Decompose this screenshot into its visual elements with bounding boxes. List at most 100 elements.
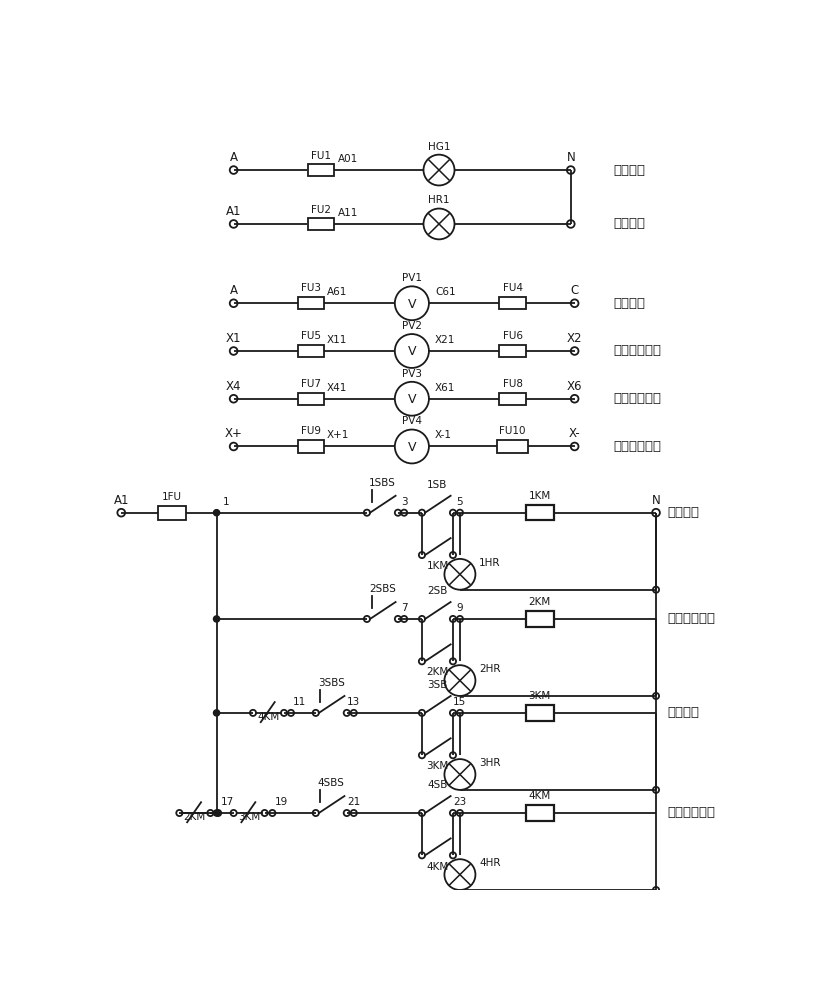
Text: 1SB: 1SB [427, 480, 447, 490]
Text: X-: X- [569, 427, 580, 440]
Text: 2SB: 2SB [427, 586, 447, 596]
Text: 3SB: 3SB [427, 680, 447, 690]
Text: 1: 1 [222, 497, 229, 507]
Text: 4SB: 4SB [427, 780, 447, 790]
Text: HG1: HG1 [428, 142, 450, 152]
Text: 19: 19 [275, 797, 288, 807]
Text: FU8: FU8 [503, 379, 522, 389]
Text: PV4: PV4 [402, 416, 422, 426]
Text: FU4: FU4 [503, 283, 522, 293]
Text: X41: X41 [327, 383, 347, 393]
Text: 15: 15 [453, 697, 466, 707]
Text: 2KM: 2KM [529, 597, 551, 607]
Text: 21: 21 [347, 797, 360, 807]
Text: 3SBS: 3SBS [318, 678, 345, 688]
Text: X1: X1 [226, 332, 241, 345]
Text: X-1: X-1 [435, 430, 452, 440]
Text: 3KM: 3KM [529, 691, 551, 701]
Text: FU3: FU3 [301, 283, 321, 293]
Text: FU10: FU10 [500, 426, 526, 436]
Text: 直流输出电压: 直流输出电压 [614, 440, 662, 453]
Text: A61: A61 [327, 287, 347, 297]
Text: 2KM: 2KM [183, 812, 206, 822]
Text: 4KM: 4KM [426, 862, 448, 872]
Text: FU2: FU2 [311, 205, 331, 215]
Bar [526, 611, 553, 627]
Text: 交流调压输出: 交流调压输出 [667, 612, 716, 625]
Text: 1KM: 1KM [426, 561, 448, 571]
Text: X61: X61 [435, 383, 456, 393]
Text: 调压输出电压: 调压输出电压 [614, 392, 662, 405]
Text: 1FU: 1FU [161, 492, 182, 502]
Circle shape [214, 710, 220, 716]
Text: V: V [408, 441, 416, 454]
Bar [157, 506, 186, 520]
Bar [500, 393, 526, 405]
Text: 交流输出电压: 交流输出电压 [614, 344, 662, 358]
Text: A: A [230, 284, 238, 297]
Text: 1KM: 1KM [529, 491, 551, 501]
Text: FU7: FU7 [301, 379, 321, 389]
Text: PV2: PV2 [402, 321, 422, 331]
Text: N: N [566, 151, 575, 164]
Text: C: C [570, 284, 579, 297]
Text: 23: 23 [453, 797, 466, 807]
Bar [298, 440, 324, 453]
Text: 2HR: 2HR [479, 664, 500, 674]
Text: V: V [408, 393, 416, 406]
Text: 9: 9 [456, 603, 463, 613]
Text: C61: C61 [435, 287, 456, 297]
Bar [308, 218, 334, 230]
Text: 13: 13 [347, 697, 360, 707]
Bar [526, 705, 553, 721]
Text: A01: A01 [338, 154, 359, 164]
Text: 7: 7 [401, 603, 408, 613]
Text: 2KM: 2KM [426, 667, 448, 677]
Bar [308, 164, 334, 176]
Bar [298, 345, 324, 357]
Text: 3KM: 3KM [426, 761, 448, 771]
Text: PV3: PV3 [402, 369, 422, 379]
Text: A: A [230, 151, 238, 164]
Text: A1: A1 [226, 205, 241, 218]
Text: HR1: HR1 [428, 195, 450, 205]
Bar [497, 440, 528, 453]
Text: X11: X11 [327, 335, 347, 345]
Text: FU5: FU5 [301, 331, 321, 341]
Text: X+1: X+1 [327, 430, 349, 440]
Text: V: V [408, 298, 416, 311]
Bar [526, 505, 553, 520]
Text: 3HR: 3HR [479, 758, 500, 768]
Text: 1SBS: 1SBS [369, 478, 396, 488]
Text: 1HR: 1HR [479, 558, 500, 568]
Text: 2SBS: 2SBS [369, 584, 396, 594]
Circle shape [214, 510, 220, 516]
Text: 4HR: 4HR [479, 858, 500, 868]
Bar [500, 345, 526, 357]
Bar [500, 297, 526, 309]
Text: X2: X2 [567, 332, 583, 345]
Text: 3KM: 3KM [238, 812, 260, 822]
Text: 3: 3 [401, 497, 408, 507]
Text: 电源指示: 电源指示 [614, 164, 645, 177]
Bar [526, 805, 553, 821]
Text: 11: 11 [293, 697, 306, 707]
Text: FU9: FU9 [301, 426, 321, 436]
Bar [298, 393, 324, 405]
Text: X21: X21 [435, 335, 456, 345]
Text: A1: A1 [113, 494, 129, 507]
Text: 交流输出: 交流输出 [667, 506, 699, 519]
Text: 试验预警: 试验预警 [614, 217, 645, 230]
Bar [298, 297, 324, 309]
Circle shape [214, 810, 220, 816]
Text: X6: X6 [567, 380, 583, 393]
Text: FU1: FU1 [311, 151, 331, 161]
Text: V: V [408, 345, 416, 358]
Text: X+: X+ [225, 427, 243, 440]
Text: 直流输出: 直流输出 [667, 706, 699, 719]
Text: 直流调压输出: 直流调压输出 [667, 806, 716, 820]
Text: 电源电压: 电源电压 [614, 297, 645, 310]
Text: 4KM: 4KM [529, 791, 551, 801]
Text: PV1: PV1 [402, 273, 422, 283]
Text: 4KM: 4KM [258, 712, 280, 722]
